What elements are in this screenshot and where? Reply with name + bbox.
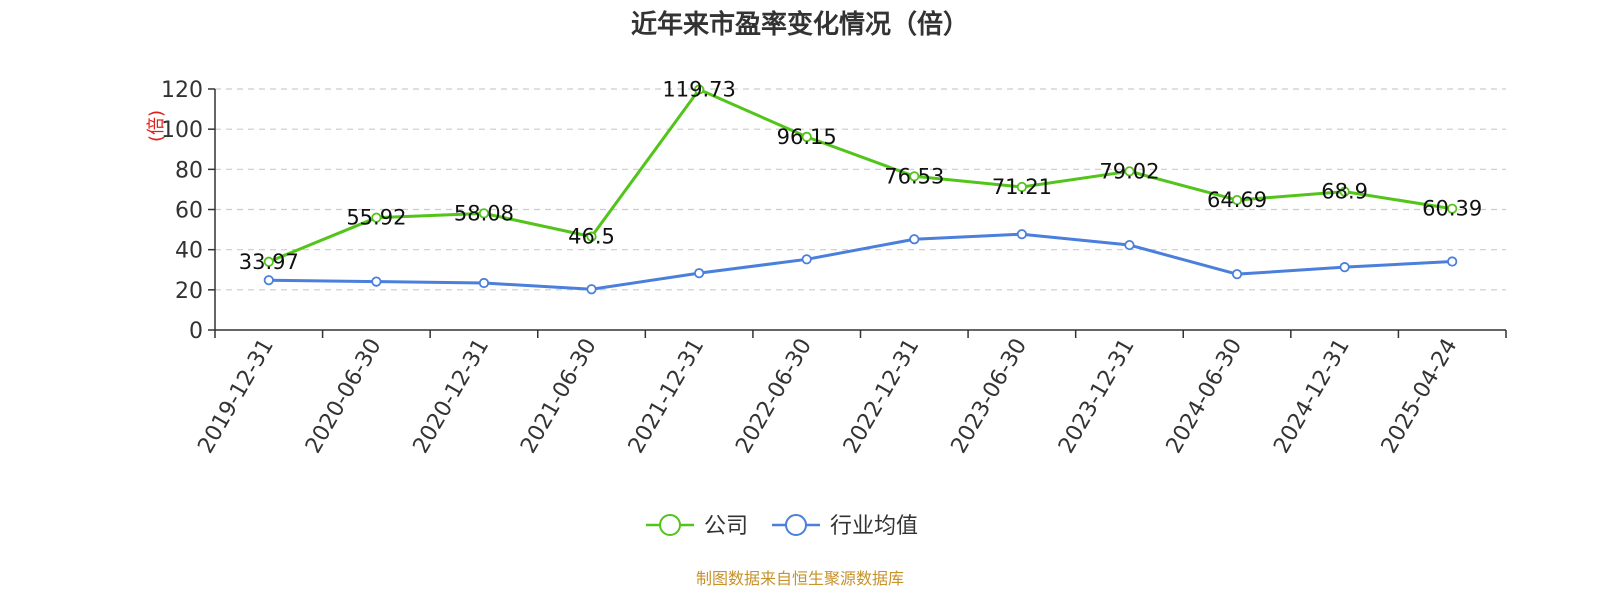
data-point[interactable]: [1231, 269, 1243, 280]
y-axis-label: (倍): [146, 110, 167, 142]
data-point[interactable]: [1231, 194, 1243, 206]
data-point[interactable]: [1124, 239, 1135, 251]
data-point[interactable]: [801, 254, 812, 265]
data-point[interactable]: [1016, 229, 1027, 240]
data-label: 68.9: [1321, 180, 1368, 204]
data-label: 33.97: [239, 250, 299, 274]
y-tick-label: 100: [161, 118, 203, 143]
data-point[interactable]: [1124, 166, 1135, 177]
data-point[interactable]: [1447, 256, 1458, 267]
legend[interactable]: 公司 行业均值: [646, 514, 918, 539]
data-label: 76.53: [884, 164, 944, 188]
legend-item-company[interactable]: 公司: [646, 514, 748, 539]
x-tick-label: 2020-12-31: [409, 335, 495, 458]
data-label: 64.69: [1207, 188, 1267, 212]
data-point[interactable]: [694, 84, 705, 95]
data-label: 96.15: [777, 125, 837, 149]
grid-lines: [215, 88, 1506, 291]
data-point[interactable]: [909, 171, 920, 182]
x-tick-label: 2023-12-31: [1054, 335, 1140, 458]
data-point[interactable]: [478, 277, 490, 289]
x-tick-label: 2025-04-24: [1377, 335, 1463, 458]
legend-marker: [659, 514, 681, 536]
data-label: 79.02: [1099, 159, 1159, 183]
x-tick-label: 2024-12-31: [1269, 335, 1355, 458]
data-labels: 33.97 55.92 58.08 46.5 119.73 96.15 76.53 71.21…: [239, 78, 1483, 274]
data-label: 55.92: [346, 206, 406, 230]
y-tick-label: 80: [175, 158, 203, 183]
series-line: [268, 88, 1453, 264]
data-point[interactable]: [371, 276, 382, 287]
y-tick-label: 0: [189, 319, 203, 344]
data-point[interactable]: [263, 275, 274, 286]
legend-label: 行业均值: [830, 514, 918, 539]
legend-marker: [785, 514, 807, 536]
x-tick-label: 2021-12-31: [624, 335, 710, 458]
data-point[interactable]: [586, 231, 597, 242]
data-point[interactable]: [478, 208, 490, 219]
series-industry-average: [263, 229, 1458, 295]
y-tick-label: 20: [175, 279, 203, 304]
x-tick-label: 2022-06-30: [731, 335, 817, 458]
data-label: 71.21: [992, 175, 1052, 199]
legend-label: 公司: [704, 514, 748, 539]
data-label: 46.5: [568, 225, 615, 249]
series-company: [263, 84, 1458, 267]
y-tick-label: 120: [161, 78, 203, 103]
data-point[interactable]: [1016, 181, 1027, 193]
chart-title: 近年来市盈率变化情况（倍）: [631, 9, 969, 40]
x-tick-label: 2024-06-30: [1162, 335, 1248, 458]
series-line: [268, 232, 1453, 291]
data-point[interactable]: [1339, 262, 1350, 273]
data-point[interactable]: [371, 212, 382, 223]
data-label: 60.39: [1422, 197, 1482, 221]
data-label: 119.73: [662, 78, 735, 102]
data-label: 58.08: [454, 201, 514, 225]
data-point[interactable]: [586, 284, 597, 295]
x-tick-label: 2021-06-30: [516, 335, 602, 458]
x-tick-label: 2023-06-30: [946, 335, 1032, 458]
data-point[interactable]: [1339, 186, 1350, 197]
y-tick-label: 40: [175, 239, 203, 264]
legend-item-industry-average[interactable]: 行业均值: [772, 514, 918, 539]
data-point[interactable]: [801, 131, 812, 142]
data-point[interactable]: [263, 256, 274, 267]
source-note: 制图数据来自恒生聚源数据库: [696, 569, 904, 588]
data-point[interactable]: [909, 234, 920, 245]
x-tick-label: 2020-06-30: [301, 335, 387, 458]
data-point[interactable]: [1447, 203, 1458, 214]
x-tick-label: 2019-12-31: [193, 335, 279, 458]
series-lines: [263, 84, 1458, 295]
y-tick-label: 60: [175, 199, 203, 224]
x-tick-label: 2022-12-31: [839, 335, 925, 458]
data-point[interactable]: [694, 268, 705, 279]
